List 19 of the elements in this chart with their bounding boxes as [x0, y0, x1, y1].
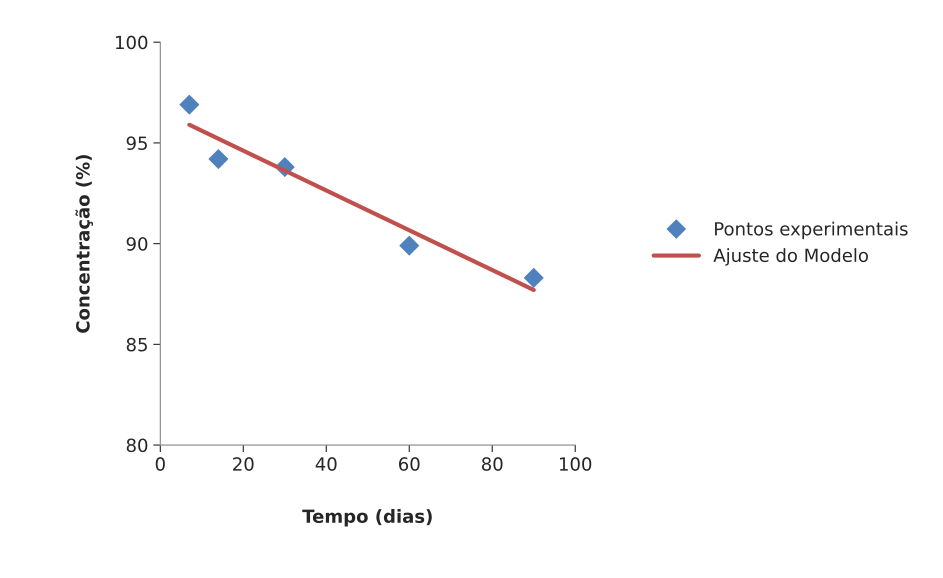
y-axis-title: Concentração (%): [75, 155, 93, 333]
y-tick-label: 95: [126, 136, 147, 150]
y-tick-label: 85: [126, 338, 147, 352]
x-tick-label: 60: [399, 457, 420, 471]
x-axis-title: Tempo (dias): [302, 509, 432, 527]
point: [524, 268, 544, 288]
point: [180, 94, 200, 114]
x-tick-label: 100: [560, 457, 592, 471]
legend-label: Ajuste do Modelo: [713, 248, 868, 266]
y-tick-label: 90: [126, 237, 148, 251]
x-tick-label: 80: [482, 457, 503, 471]
y-tick-label: 100: [116, 36, 148, 50]
legend-label: Pontos experimentais: [715, 222, 908, 240]
point: [208, 149, 228, 169]
x-tick-label: 20: [233, 457, 254, 471]
y-tick-label: 80: [126, 438, 148, 452]
x-tick-label: 0: [156, 457, 165, 471]
x-tick-label: 40: [316, 457, 337, 471]
point: [399, 236, 420, 256]
